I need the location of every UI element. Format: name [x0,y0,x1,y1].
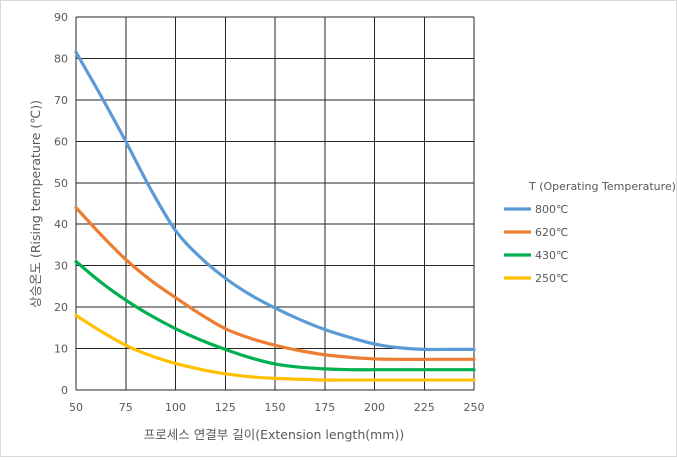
y-tick-label: 20 [54,301,68,314]
legend-label-2: 430℃ [535,249,568,262]
y-tick-label: 30 [54,260,68,273]
grid [75,16,475,391]
x-tick-label: 50 [69,401,83,414]
x-tick-label: 75 [119,401,133,414]
y-tick-label: 80 [54,52,68,65]
x-tick-label: 225 [414,401,435,414]
y-tick-label: 0 [61,384,68,397]
x-axis-title: 프로세스 연결부 길이(Extension length(mm)) [144,427,405,442]
legend-title: T (Operating Temperature) [528,180,676,193]
x-tick-label: 200 [364,401,385,414]
y-tick-label: 10 [54,343,68,356]
y-tick-label: 60 [54,135,68,148]
legend-label-0: 800℃ [535,203,568,216]
x-tick-label: 150 [265,401,286,414]
series-line-0 [74,50,476,352]
legend-label-3: 250℃ [535,272,568,285]
y-tick-label: 40 [54,218,68,231]
x-tick-label: 125 [215,401,236,414]
y-tick-label: 90 [54,11,68,24]
series-line-1 [74,206,476,361]
legend-label-1: 620℃ [535,226,568,239]
legend: T (Operating Temperature) 800℃ 620℃ 430℃ 25… [504,180,676,285]
y-tick-labels: 0 10 20 30 40 50 60 70 80 90 [54,11,68,397]
x-tick-label: 100 [165,401,186,414]
series-lines [74,50,476,382]
y-axis-title: 상승온도 (Rising temperature (℃)) [28,100,43,308]
y-tick-label: 70 [54,94,68,107]
x-tick-label: 175 [314,401,335,414]
x-tick-labels: 50 75 100 125 150 175 200 225 250 [69,401,485,414]
series-line-3 [74,313,476,382]
y-tick-label: 50 [54,177,68,190]
x-tick-label: 250 [464,401,485,414]
series-line-2 [74,259,476,372]
